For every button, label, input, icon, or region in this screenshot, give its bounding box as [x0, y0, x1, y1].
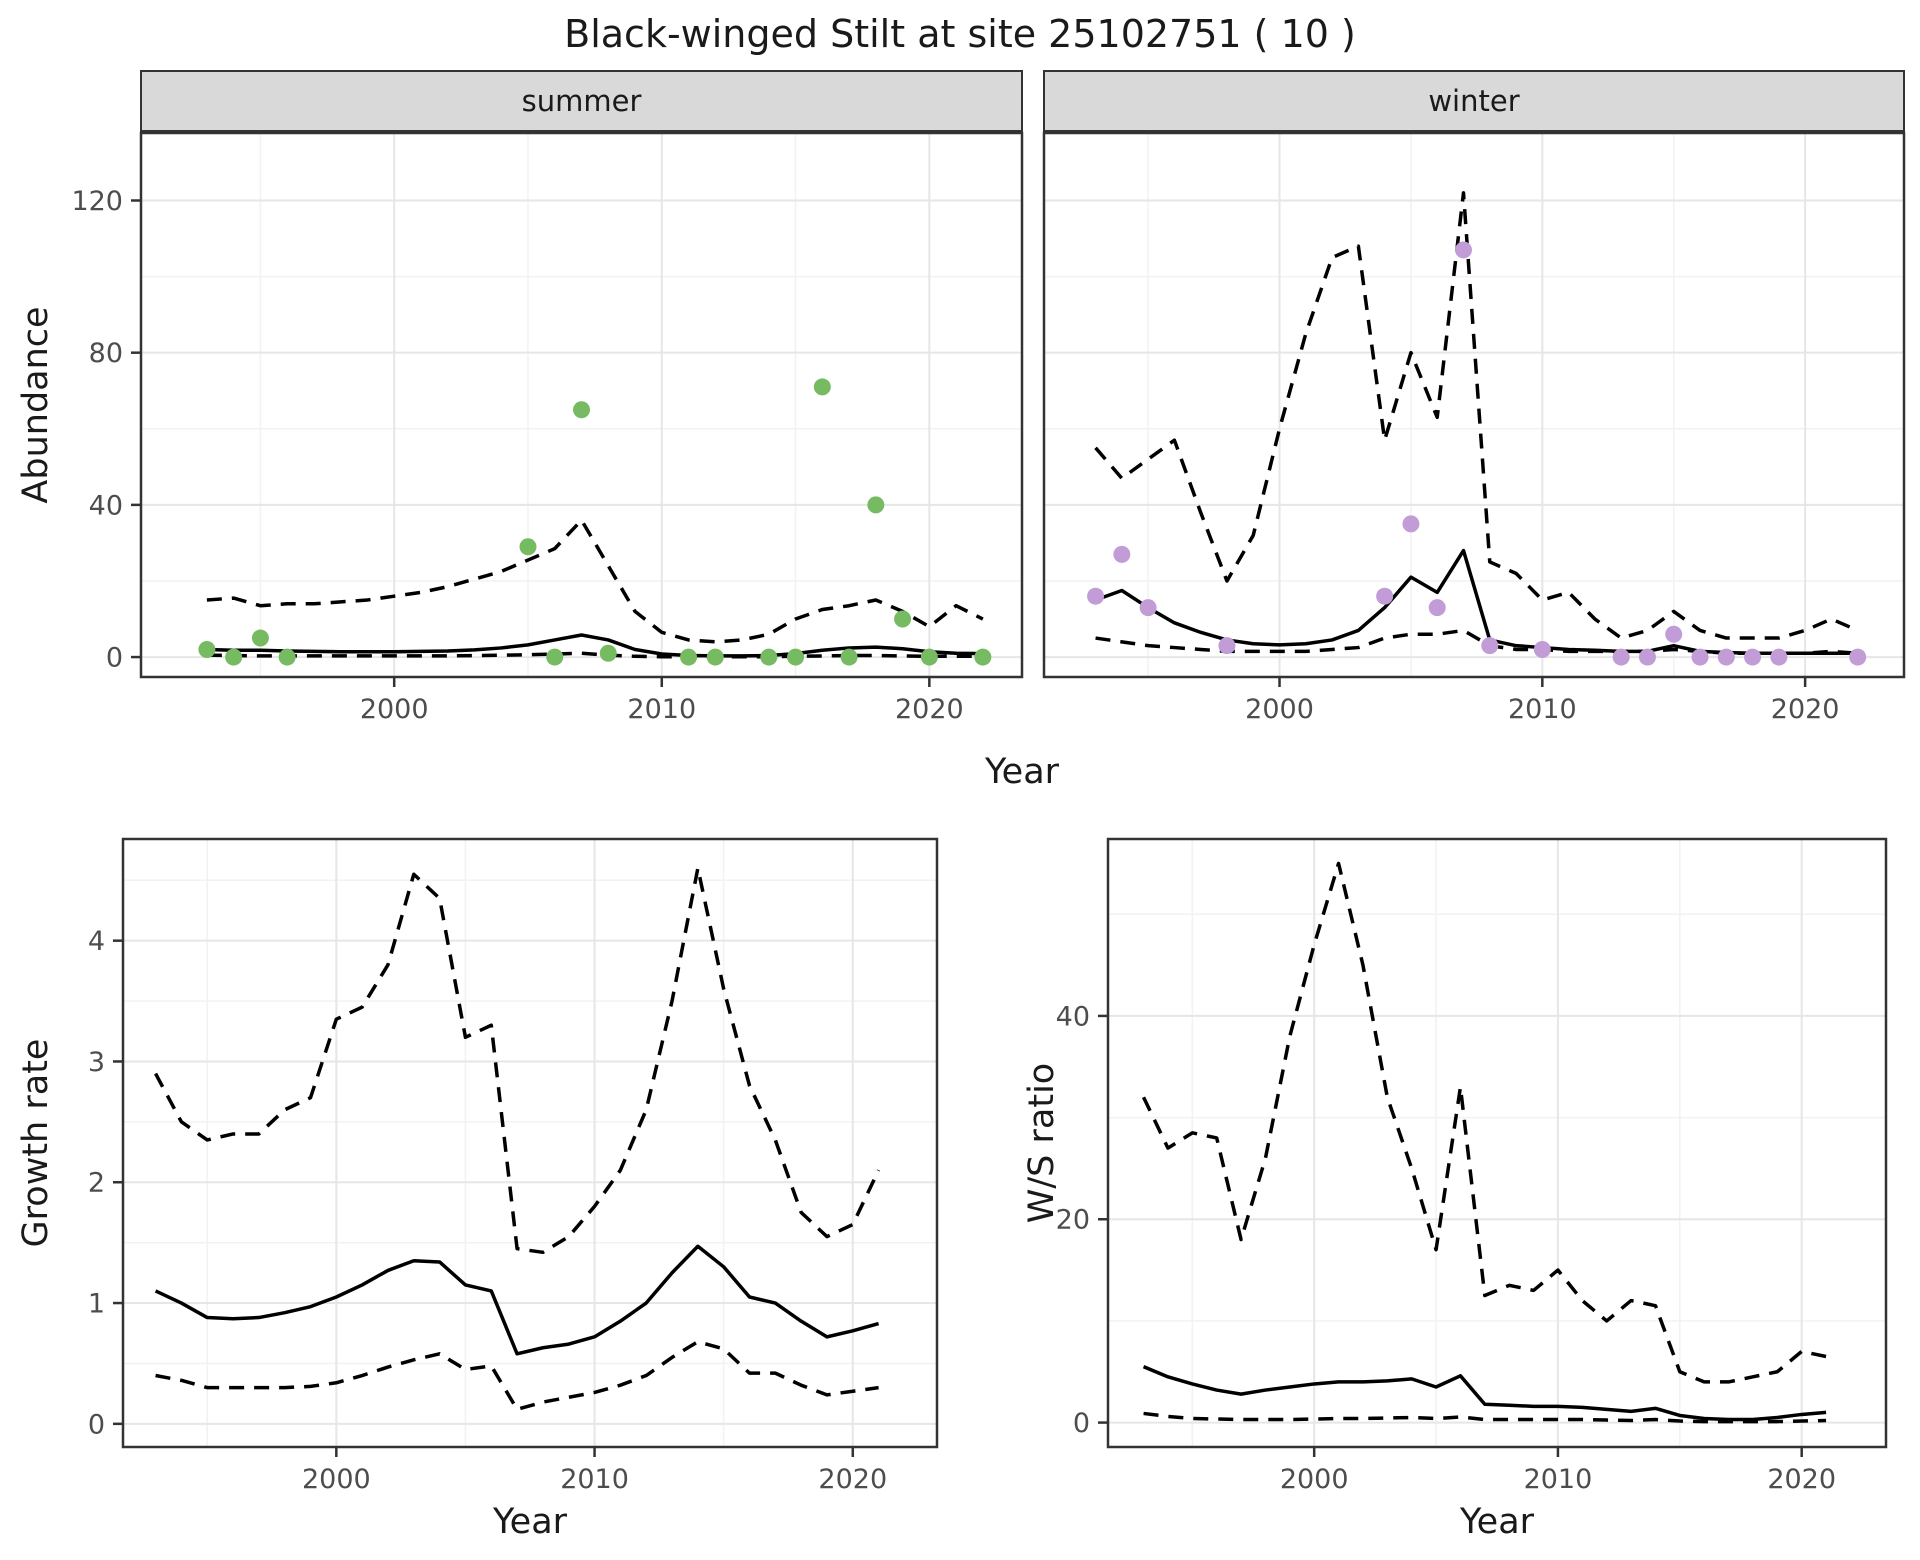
- growth-rate-median-line: [154, 1244, 880, 1356]
- growth-rate-y-tick-label: 4: [88, 926, 105, 957]
- ws-x-axis-title: Year: [1459, 1502, 1535, 1542]
- summer-counts-point: [198, 640, 216, 658]
- abundance-summer-panel: 2000 2010 2020 0 40 80 120: [71, 131, 1024, 725]
- growth-rate-y-tick-label: 2: [88, 1168, 105, 1199]
- abundance-summer-x-tick-label: 2010: [627, 694, 696, 725]
- top-x-axis-title: Year: [984, 752, 1060, 792]
- abundance-winter-x-tick-label: 2000: [1245, 694, 1314, 725]
- growth-rate-y-tick-label: 3: [88, 1047, 105, 1078]
- growth-rate-x-tick-label: 2020: [818, 1464, 887, 1495]
- winter-counts-point: [1428, 599, 1446, 617]
- facet-strip-winter: winter: [1043, 70, 1905, 132]
- growth-rate-x-tick-label: 2000: [302, 1464, 371, 1495]
- growth-rate-panel: 2000 2010 2020 0 1 2 3 4: [88, 837, 939, 1495]
- ws-ratio-y-tick-label: 0: [1073, 1408, 1090, 1439]
- summer-counts-point: [519, 538, 537, 556]
- winter-counts-point: [1481, 637, 1499, 655]
- abundance-summer-y-tick-label: 40: [89, 490, 123, 521]
- ws-ratio-y-tick-label: 20: [1056, 1205, 1090, 1236]
- winter-counts-point: [1139, 599, 1157, 617]
- winter-counts-point: [1770, 648, 1788, 666]
- summer-counts-point: [813, 378, 831, 396]
- ws-ratio-x-tick-label: 2000: [1280, 1464, 1349, 1495]
- summer-counts-point: [894, 610, 912, 628]
- summer-counts-point: [680, 648, 698, 666]
- abundance-winter-x-tick-label: 2020: [1771, 694, 1840, 725]
- growth-x-axis-title: Year: [492, 1502, 568, 1542]
- growth-rate-x-tick-label: 2010: [560, 1464, 629, 1495]
- winter-counts-point: [1087, 587, 1105, 605]
- winter-counts-point: [1454, 241, 1472, 259]
- ws-ratio-x-tick-label: 2020: [1767, 1464, 1836, 1495]
- abundance-winter-panel: 2000 2010 2020: [1042, 131, 1906, 725]
- growth-rate-y-tick-label: 0: [88, 1409, 105, 1440]
- winter-counts-point: [1638, 648, 1656, 666]
- facet-strip-winter-label: winter: [1428, 84, 1520, 118]
- abundance-winter-x-tick-label: 2010: [1508, 694, 1577, 725]
- winter-counts-point: [1402, 515, 1420, 533]
- ws-ratio-median-line: [1142, 1365, 1827, 1422]
- abundance-summer-x-tick-label: 2020: [895, 694, 964, 725]
- ws-ratio-x-tick-label: 2010: [1524, 1464, 1593, 1495]
- winter-counts-point: [1744, 648, 1762, 666]
- abundance-summer-y-tick-label: 0: [106, 643, 123, 674]
- winter-counts-point: [1665, 625, 1683, 643]
- growth-rate-lower_ci-line: [155, 1339, 879, 1412]
- ws-y-axis-title: W/S ratio: [1022, 1062, 1062, 1224]
- summer-counts-point: [706, 648, 724, 666]
- summer-counts-point: [787, 648, 805, 666]
- abundance-summer-lower_ci-line: [206, 651, 983, 659]
- winter-counts-point: [1612, 648, 1630, 666]
- ws-ratio-y-tick-label: 40: [1056, 1001, 1090, 1032]
- abundance-winter-upper_ci-line: [1094, 191, 1859, 640]
- summer-counts-point: [920, 648, 938, 666]
- growth-y-axis-title: Growth rate: [16, 1038, 56, 1248]
- winter-counts-point: [1717, 648, 1735, 666]
- facet-strip-summer: summer: [140, 70, 1023, 132]
- abundance-summer-upper_ci-line: [206, 518, 984, 644]
- winter-counts-point: [1376, 587, 1394, 605]
- ws-ratio-upper_ci-line: [1141, 861, 1827, 1384]
- summer-counts-point: [573, 401, 590, 419]
- winter-counts-point: [1113, 545, 1131, 563]
- summer-counts-point: [599, 644, 617, 662]
- abundance-summer-median-line: [206, 633, 983, 658]
- summer-counts-point: [251, 629, 269, 647]
- summer-counts-point: [546, 648, 564, 666]
- summer-counts-point: [974, 648, 992, 666]
- abundance-summer-y-tick-label: 80: [89, 338, 123, 369]
- winter-counts-point: [1218, 637, 1236, 655]
- summer-counts-point: [225, 648, 243, 666]
- abundance-y-axis-title: Abundance: [16, 306, 56, 504]
- winter-counts-point: [1849, 648, 1867, 666]
- growth-rate-upper_ci-line: [154, 866, 881, 1255]
- summer-counts-point: [760, 648, 778, 666]
- ws-ratio-lower_ci-line: [1143, 1411, 1827, 1424]
- facet-strip-summer-label: summer: [521, 84, 642, 118]
- abundance-summer-y-tick-label: 120: [71, 186, 123, 217]
- ws-ratio-panel: 2000 2010 2020 0 20 40: [1056, 837, 1888, 1495]
- winter-counts-point: [1691, 648, 1709, 666]
- abundance-summer-x-tick-label: 2000: [360, 694, 429, 725]
- summer-counts-point: [278, 648, 296, 666]
- summer-counts-point: [867, 496, 885, 514]
- summer-counts-point: [840, 648, 858, 666]
- growth-rate-y-tick-label: 1: [88, 1288, 105, 1319]
- winter-counts-point: [1533, 640, 1551, 658]
- figure-title: Black-winged Stilt at site 25102751 ( 10…: [564, 12, 1356, 56]
